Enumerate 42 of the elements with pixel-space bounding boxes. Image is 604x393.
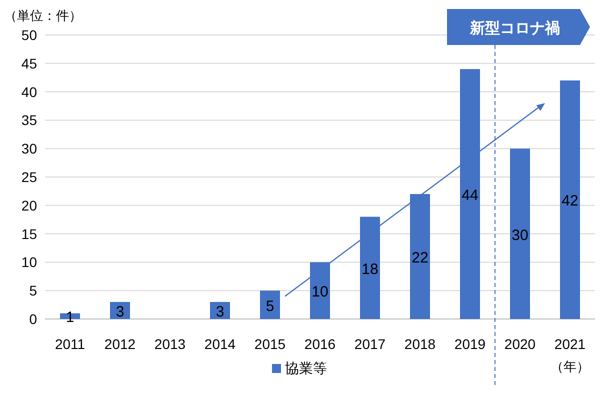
bar <box>510 148 530 319</box>
data-label: 3 <box>216 303 224 320</box>
y-tick-label: 35 <box>21 112 38 128</box>
x-tick-label: 2012 <box>104 336 136 352</box>
y-tick-label: 5 <box>29 282 38 299</box>
x-tick-label: 2018 <box>404 336 436 352</box>
y-tick-label: 20 <box>21 197 38 214</box>
x-tick-label: 2013 <box>154 336 186 352</box>
bar <box>560 80 580 319</box>
bar <box>360 216 380 319</box>
data-label: 22 <box>412 250 428 267</box>
x-tick-label: 2015 <box>254 336 286 352</box>
y-tick-label: 40 <box>21 84 38 100</box>
y-tick-label: 50 <box>21 27 38 43</box>
y-tick-label: 25 <box>21 169 38 185</box>
y-tick-label: 0 <box>29 311 38 327</box>
y-tick-label: 30 <box>21 140 38 157</box>
text: （単位：件） <box>4 8 82 23</box>
data-label: 30 <box>512 226 528 244</box>
data-label: 18 <box>362 260 378 278</box>
data-label: 5 <box>266 298 274 315</box>
bar <box>260 290 280 319</box>
ref-line-label: 新型コロナ禍 <box>469 19 560 37</box>
y-tick-label: 15 <box>21 226 38 242</box>
x-tick-label: 2021 <box>554 336 586 352</box>
data-label: 3 <box>116 303 124 320</box>
bar <box>410 194 430 319</box>
bar <box>310 262 330 319</box>
y-tick-label: 10 <box>21 254 38 270</box>
data-label: 10 <box>312 284 328 301</box>
x-tick-label: 2020 <box>504 336 536 352</box>
x-tick-label: 2011 <box>54 336 86 352</box>
x-tick-label: 2016 <box>304 336 336 352</box>
bar <box>460 69 480 319</box>
data-label: 44 <box>462 187 478 204</box>
x-tick-label: 2017 <box>354 336 386 352</box>
legend-label: 協業等 <box>285 360 327 376</box>
x-tick-label: 2019 <box>454 336 486 352</box>
text: （年） <box>550 359 590 374</box>
y-tick-label: 45 <box>21 55 38 72</box>
x-tick-label: 2014 <box>204 336 236 352</box>
data-label: 42 <box>562 192 578 210</box>
